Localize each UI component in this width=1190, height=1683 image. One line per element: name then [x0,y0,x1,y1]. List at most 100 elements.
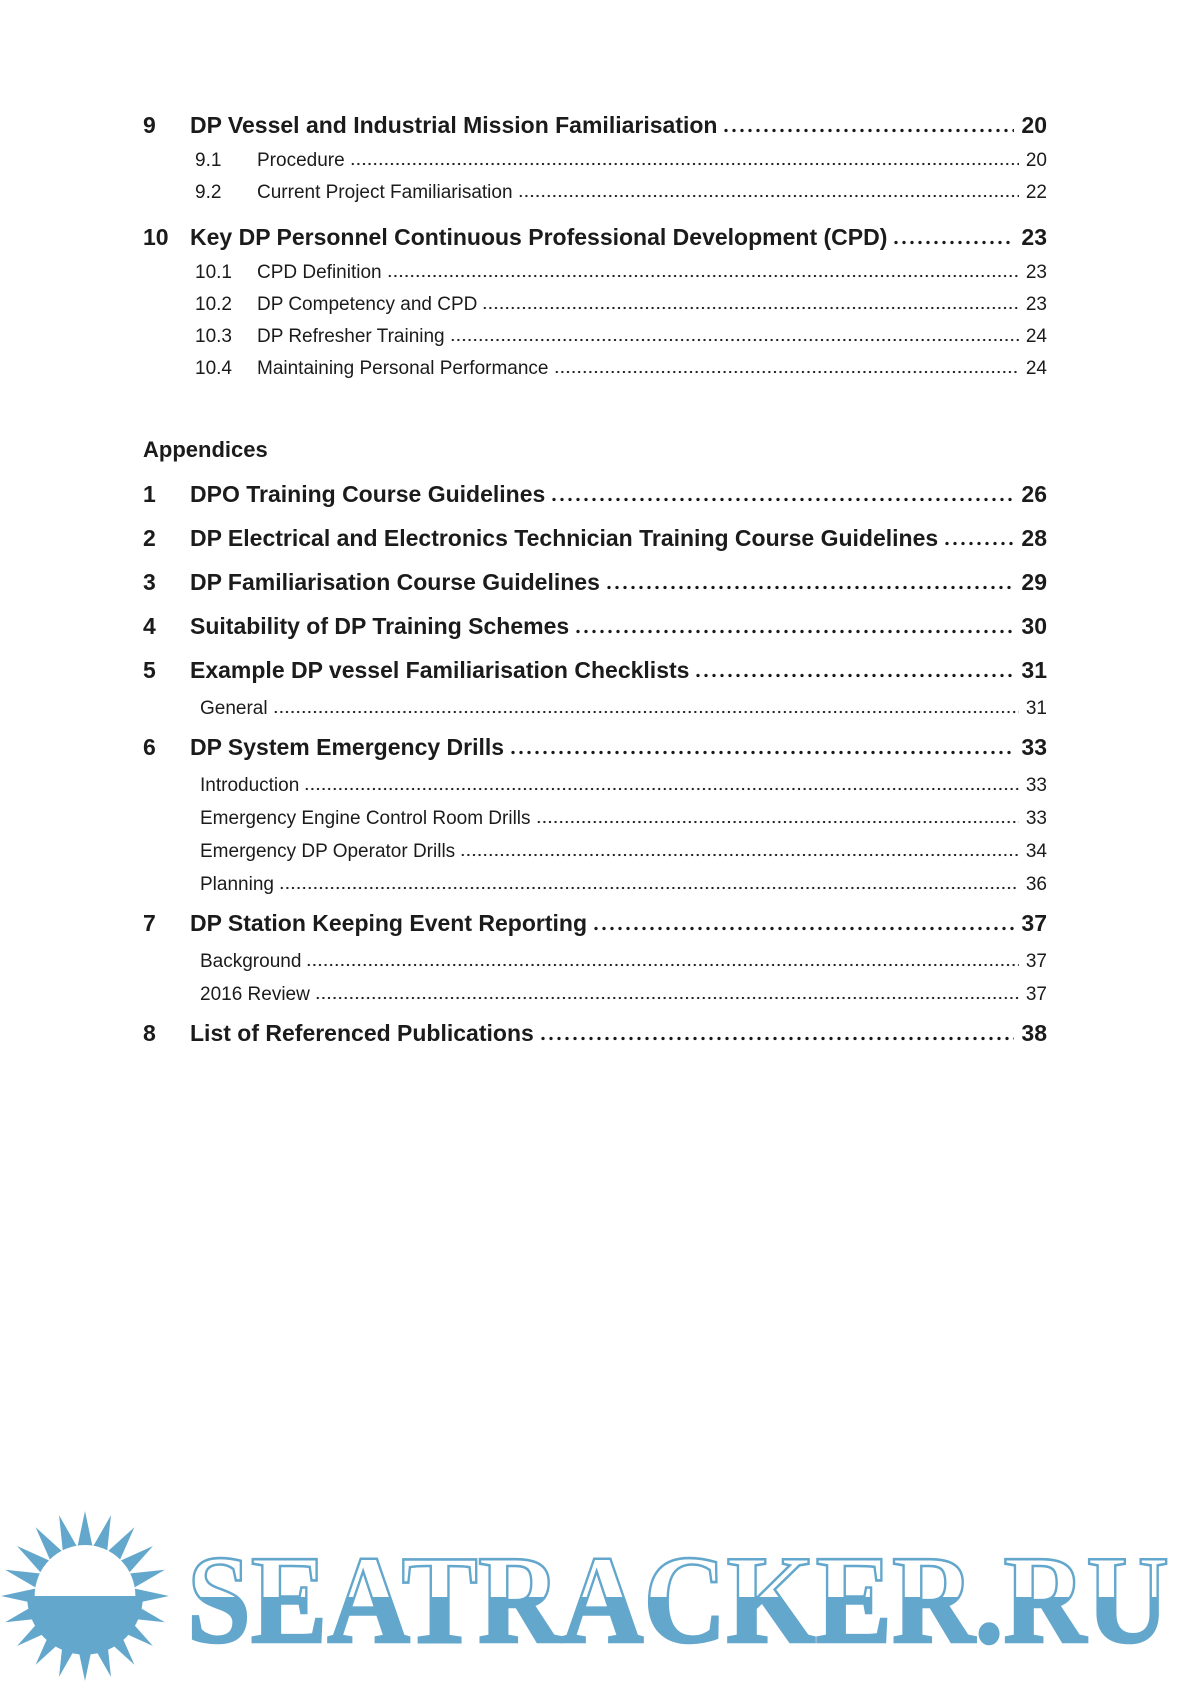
toc-chapter-list: 9 DP Vessel and Industrial Mission Famili… [143,105,1047,385]
toc-entry-title: Suitability of DP Training Schemes [190,613,570,639]
toc-entry: 3 DP Familiarisation Course Guidelines 29 [143,560,1047,604]
table-of-contents: 9 DP Vessel and Industrial Mission Famili… [143,105,1047,1055]
dot-leader [482,306,1019,310]
toc-entry: 4 Suitability of DP Training Schemes 30 [143,604,1047,648]
toc-entry-number: 1 [143,481,156,507]
toc-entry-page: 36 [1025,874,1047,895]
toc-entry-number: 10.1 [195,262,232,283]
toc-entry-title: 2016 Review [200,984,310,1005]
toc-entry-number: 10.2 [195,294,232,315]
toc-entry-number: 10.3 [195,326,232,347]
toc-entry-title: Emergency DP Operator Drills [200,841,456,862]
toc-entry-number: 8 [143,1020,156,1046]
dot-leader [386,274,1019,278]
dot-leader [517,194,1019,198]
dot-leader [574,629,1015,634]
toc-entry: 10.3 DP Refresher Training 24 [143,321,1047,353]
toc-entry-title: DP Station Keeping Event Reporting [190,910,587,936]
toc-entry: 9.1 Procedure 20 [143,145,1047,177]
toc-entry-page: 37 [1021,910,1047,936]
toc-entry-page: 24 [1025,358,1047,379]
toc-entry-title: DPO Training Course Guidelines [190,481,546,507]
toc-entry-page: 30 [1021,613,1047,639]
toc-entry-number: 9.1 [195,150,222,171]
toc-entry-title: Procedure [257,150,345,171]
toc-entry-number: 7 [143,910,156,936]
toc-entry: 9.2 Current Project Familiarisation 22 [143,177,1047,209]
dot-leader [550,497,1015,502]
dot-leader [460,853,1019,857]
toc-entry-page: 22 [1025,182,1047,203]
dot-leader [694,673,1015,678]
appendices-heading: Appendices [143,437,268,462]
toc-entry: 10.1 CPD Definition 23 [143,257,1047,289]
toc-entry-page: 26 [1021,481,1047,507]
toc-entry-number: 9 [143,112,156,138]
toc-entry: 10.2 DP Competency and CPD 23 [143,289,1047,321]
toc-entry-page: 28 [1021,525,1047,551]
toc-entry-page: 23 [1021,224,1047,250]
toc-entry-page: 37 [1025,984,1047,1005]
toc-entry-page: 20 [1025,150,1047,171]
dot-leader [943,541,1015,546]
toc-entry-number: 2 [143,525,156,551]
toc-entry-title: DP Familiarisation Course Guidelines [190,569,600,595]
toc-entry: 8 List of Referenced Publications 38 [143,1011,1047,1055]
toc-entry-title: List of Referenced Publications [190,1020,534,1046]
toc-entry-title: DP System Emergency Drills [190,734,505,760]
toc-entry: Background 37 [143,945,1047,978]
toc-entry-number: 4 [143,613,156,639]
toc-entry-page: 23 [1025,262,1047,283]
dot-leader [306,963,1019,967]
dot-leader [553,370,1019,374]
toc-entry-title: DP Refresher Training [257,326,445,347]
toc-entry-title: DP Competency and CPD [257,294,478,315]
dot-leader [592,926,1015,931]
toc-entry-title: General [200,698,268,719]
toc-entry-title: CPD Definition [257,262,382,283]
toc-entry-number: 6 [143,734,156,760]
toc-entry-page: 23 [1025,294,1047,315]
dot-leader [892,240,1015,245]
dot-leader [535,820,1019,824]
watermark-text: SEATRACKER.RU SEATRACKER.RU [186,1530,1171,1672]
toc-entry: Emergency DP Operator Drills 34 [143,835,1047,868]
toc-entry-title: Current Project Familiarisation [257,182,513,203]
toc-entry-page: 34 [1025,841,1047,862]
toc-appendix-list: 1 DPO Training Course Guidelines 26 2 DP Ele… [143,472,1047,1055]
toc-entry-title: Key DP Personnel Continuous Professional… [190,224,888,250]
toc-entry: 9 DP Vessel and Industrial Mission Famili… [143,105,1047,145]
dot-leader [314,996,1019,1000]
toc-entry-title: Introduction [200,775,300,796]
toc-entry-title: Example DP vessel Familiarisation Checkl… [190,657,690,683]
toc-entry-title: Emergency Engine Control Room Drills [200,808,531,829]
toc-entry: 10 Key DP Personnel Continuous Profession… [143,217,1047,257]
toc-entry-number: 5 [143,657,156,683]
toc-entry: 10.4 Maintaining Personal Performance 24 [143,353,1047,385]
dot-leader [272,710,1019,714]
toc-entry-number: 10.4 [195,358,232,379]
sun-over-water-icon [1,1511,169,1681]
toc-entry: Introduction 33 [143,769,1047,802]
toc-entry-title: Background [200,951,302,972]
dot-leader [538,1036,1015,1041]
toc-entry-title: DP Vessel and Industrial Mission Familia… [190,112,718,138]
toc-entry: Planning 36 [143,868,1047,901]
toc-entry-page: 38 [1021,1020,1047,1046]
toc-entry-number: 10 [143,224,169,250]
toc-entry-page: 31 [1021,657,1047,683]
dot-leader [722,128,1015,133]
toc-entry: 6 DP System Emergency Drills 33 [143,725,1047,769]
toc-entry-title: Planning [200,874,274,895]
toc-entry-page: 29 [1021,569,1047,595]
toc-entry-page: 37 [1025,951,1047,972]
dot-leader [304,787,1019,791]
toc-entry-page: 20 [1021,112,1047,138]
toc-entry-number: 3 [143,569,156,595]
toc-entry: 1 DPO Training Course Guidelines 26 [143,472,1047,516]
toc-entry: General 31 [143,692,1047,725]
toc-entry: Emergency Engine Control Room Drills 33 [143,802,1047,835]
watermark-text-top: SEATRACKER.RU [187,1531,1169,1670]
dot-leader [278,886,1019,890]
